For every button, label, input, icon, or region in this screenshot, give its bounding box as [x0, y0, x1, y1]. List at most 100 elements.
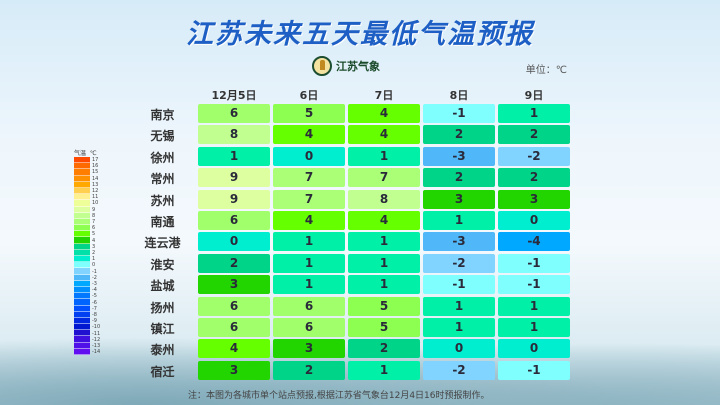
temp-cell: 2 [348, 339, 420, 359]
temp-cell: 1 [498, 104, 570, 123]
temp-cell: 1 [198, 146, 270, 166]
logo: 江苏气象 [312, 56, 380, 76]
legend-swatch [74, 274, 90, 281]
legend-tick: 6 [92, 225, 96, 232]
temp-cell: 3 [273, 339, 345, 359]
temp-cell: 7 [273, 189, 345, 209]
temp-cell: 4 [198, 339, 270, 359]
legend-tick: -8 [92, 312, 97, 319]
legend-swatch [74, 249, 90, 256]
city-label: 盐城 [150, 279, 175, 294]
legend-tick: 11 [92, 194, 99, 201]
legend-swatch [74, 299, 90, 306]
temp-cell: 7 [348, 168, 420, 188]
city-label: 南京 [150, 108, 175, 122]
legend-swatch [74, 231, 90, 238]
legend-swatch [74, 336, 90, 343]
temp-cell: 9 [198, 189, 270, 209]
temp-cell: 1 [498, 318, 570, 337]
temp-cell: 2 [423, 125, 495, 145]
legend-swatch [74, 317, 90, 325]
temp-cell: 3 [498, 189, 570, 209]
temp-cell: 1 [348, 360, 420, 380]
legend-swatch [74, 212, 90, 219]
date-header: 12月5日 [211, 89, 257, 102]
legend-tick: -7 [92, 305, 97, 312]
temp-cell: 0 [198, 232, 270, 252]
legend-tick: -14 [92, 349, 101, 356]
legend-swatch [74, 280, 90, 287]
page-title: 江苏未来五天最低气温预报 [186, 19, 534, 50]
temp-cell: 4 [348, 104, 420, 123]
legend-tick: -9 [92, 318, 97, 325]
legend-swatch [74, 206, 90, 213]
legend-swatch [74, 187, 90, 195]
legend-swatch [74, 293, 90, 300]
footnote: 注：本图为各城市单个站点预报,根据江苏省气象台12月4日16时预报制作。 [188, 391, 490, 401]
temp-cell: -1 [498, 360, 570, 380]
temp-cell: 1 [273, 275, 345, 295]
legend-swatch [74, 169, 90, 176]
city-label: 徐州 [150, 150, 175, 165]
temp-cell: -2 [423, 360, 495, 380]
legend-tick: -3 [92, 281, 97, 288]
legend-title-text: 气温 [74, 150, 87, 157]
legend-tick: 10 [92, 200, 99, 207]
logo-text: 江苏气象 [336, 60, 380, 73]
temp-cell: -2 [423, 253, 495, 273]
date-header: 6日 [299, 89, 319, 102]
temp-cell: 2 [498, 168, 570, 188]
legend-tick: -5 [92, 293, 97, 300]
legend-swatch [74, 342, 90, 349]
legend-swatch [74, 311, 90, 318]
city-label: 宿迁 [150, 364, 175, 379]
temp-cell: 1 [423, 296, 495, 316]
legend-tick: -6 [92, 299, 97, 306]
legend-swatch [74, 237, 90, 244]
legend-swatch [74, 157, 90, 164]
city-label: 泰州 [150, 343, 175, 358]
legend-swatch [74, 256, 90, 263]
temp-cell: 4 [273, 125, 345, 145]
city-label: 南通 [150, 215, 175, 229]
temp-cell: 1 [348, 253, 420, 273]
temp-cell: 1 [423, 211, 495, 230]
temp-cell: -1 [423, 104, 495, 123]
temp-cell: 1 [273, 232, 345, 252]
legend-tick: 9 [92, 206, 96, 213]
legend-tick: 17 [92, 157, 99, 163]
temp-cell: 1 [348, 275, 420, 295]
temp-cell: -2 [498, 146, 570, 166]
temp-cell: 1 [273, 253, 345, 273]
temp-cell: 1 [423, 318, 495, 337]
temp-cell: 1 [348, 146, 420, 166]
date-header: 9日 [524, 89, 544, 102]
legend-tick: -1 [92, 268, 97, 275]
temp-cell: 0 [498, 339, 570, 359]
temp-cell: 5 [273, 104, 345, 123]
legend-tick: 14 [92, 175, 99, 182]
date-header: 8日 [449, 89, 469, 102]
legend-swatch [74, 175, 90, 182]
temp-cell: 1 [498, 296, 570, 316]
legend-ticks: 17 16 15 14 13 12 11 10 9 8 7 6 5 4 3 2 1 0 -1 -2 -3 -4 -5 -6 -7… [92, 157, 100, 356]
legend-tick: 2 [92, 250, 96, 257]
temp-cell: 0 [273, 146, 345, 166]
legend-tick: -11 [92, 330, 101, 337]
temp-cell: -1 [498, 253, 570, 273]
legend-tick: 16 [92, 163, 99, 170]
legend-swatch [74, 324, 90, 331]
temp-cell: -3 [423, 146, 495, 166]
temp-cell: -1 [498, 275, 570, 295]
city-label: 镇江 [150, 322, 175, 336]
legend-tick: 1 [92, 256, 96, 263]
city-label: 淮安 [150, 257, 175, 272]
legend-swatch [74, 348, 90, 355]
temp-cell: 9 [198, 168, 270, 188]
temp-cell: 6 [273, 318, 345, 337]
temp-cell: 2 [198, 253, 270, 273]
legend-tick: 13 [92, 181, 99, 188]
legend-tick: 4 [92, 237, 96, 244]
legend-swatch [74, 218, 90, 226]
temp-cell: 7 [273, 168, 345, 188]
